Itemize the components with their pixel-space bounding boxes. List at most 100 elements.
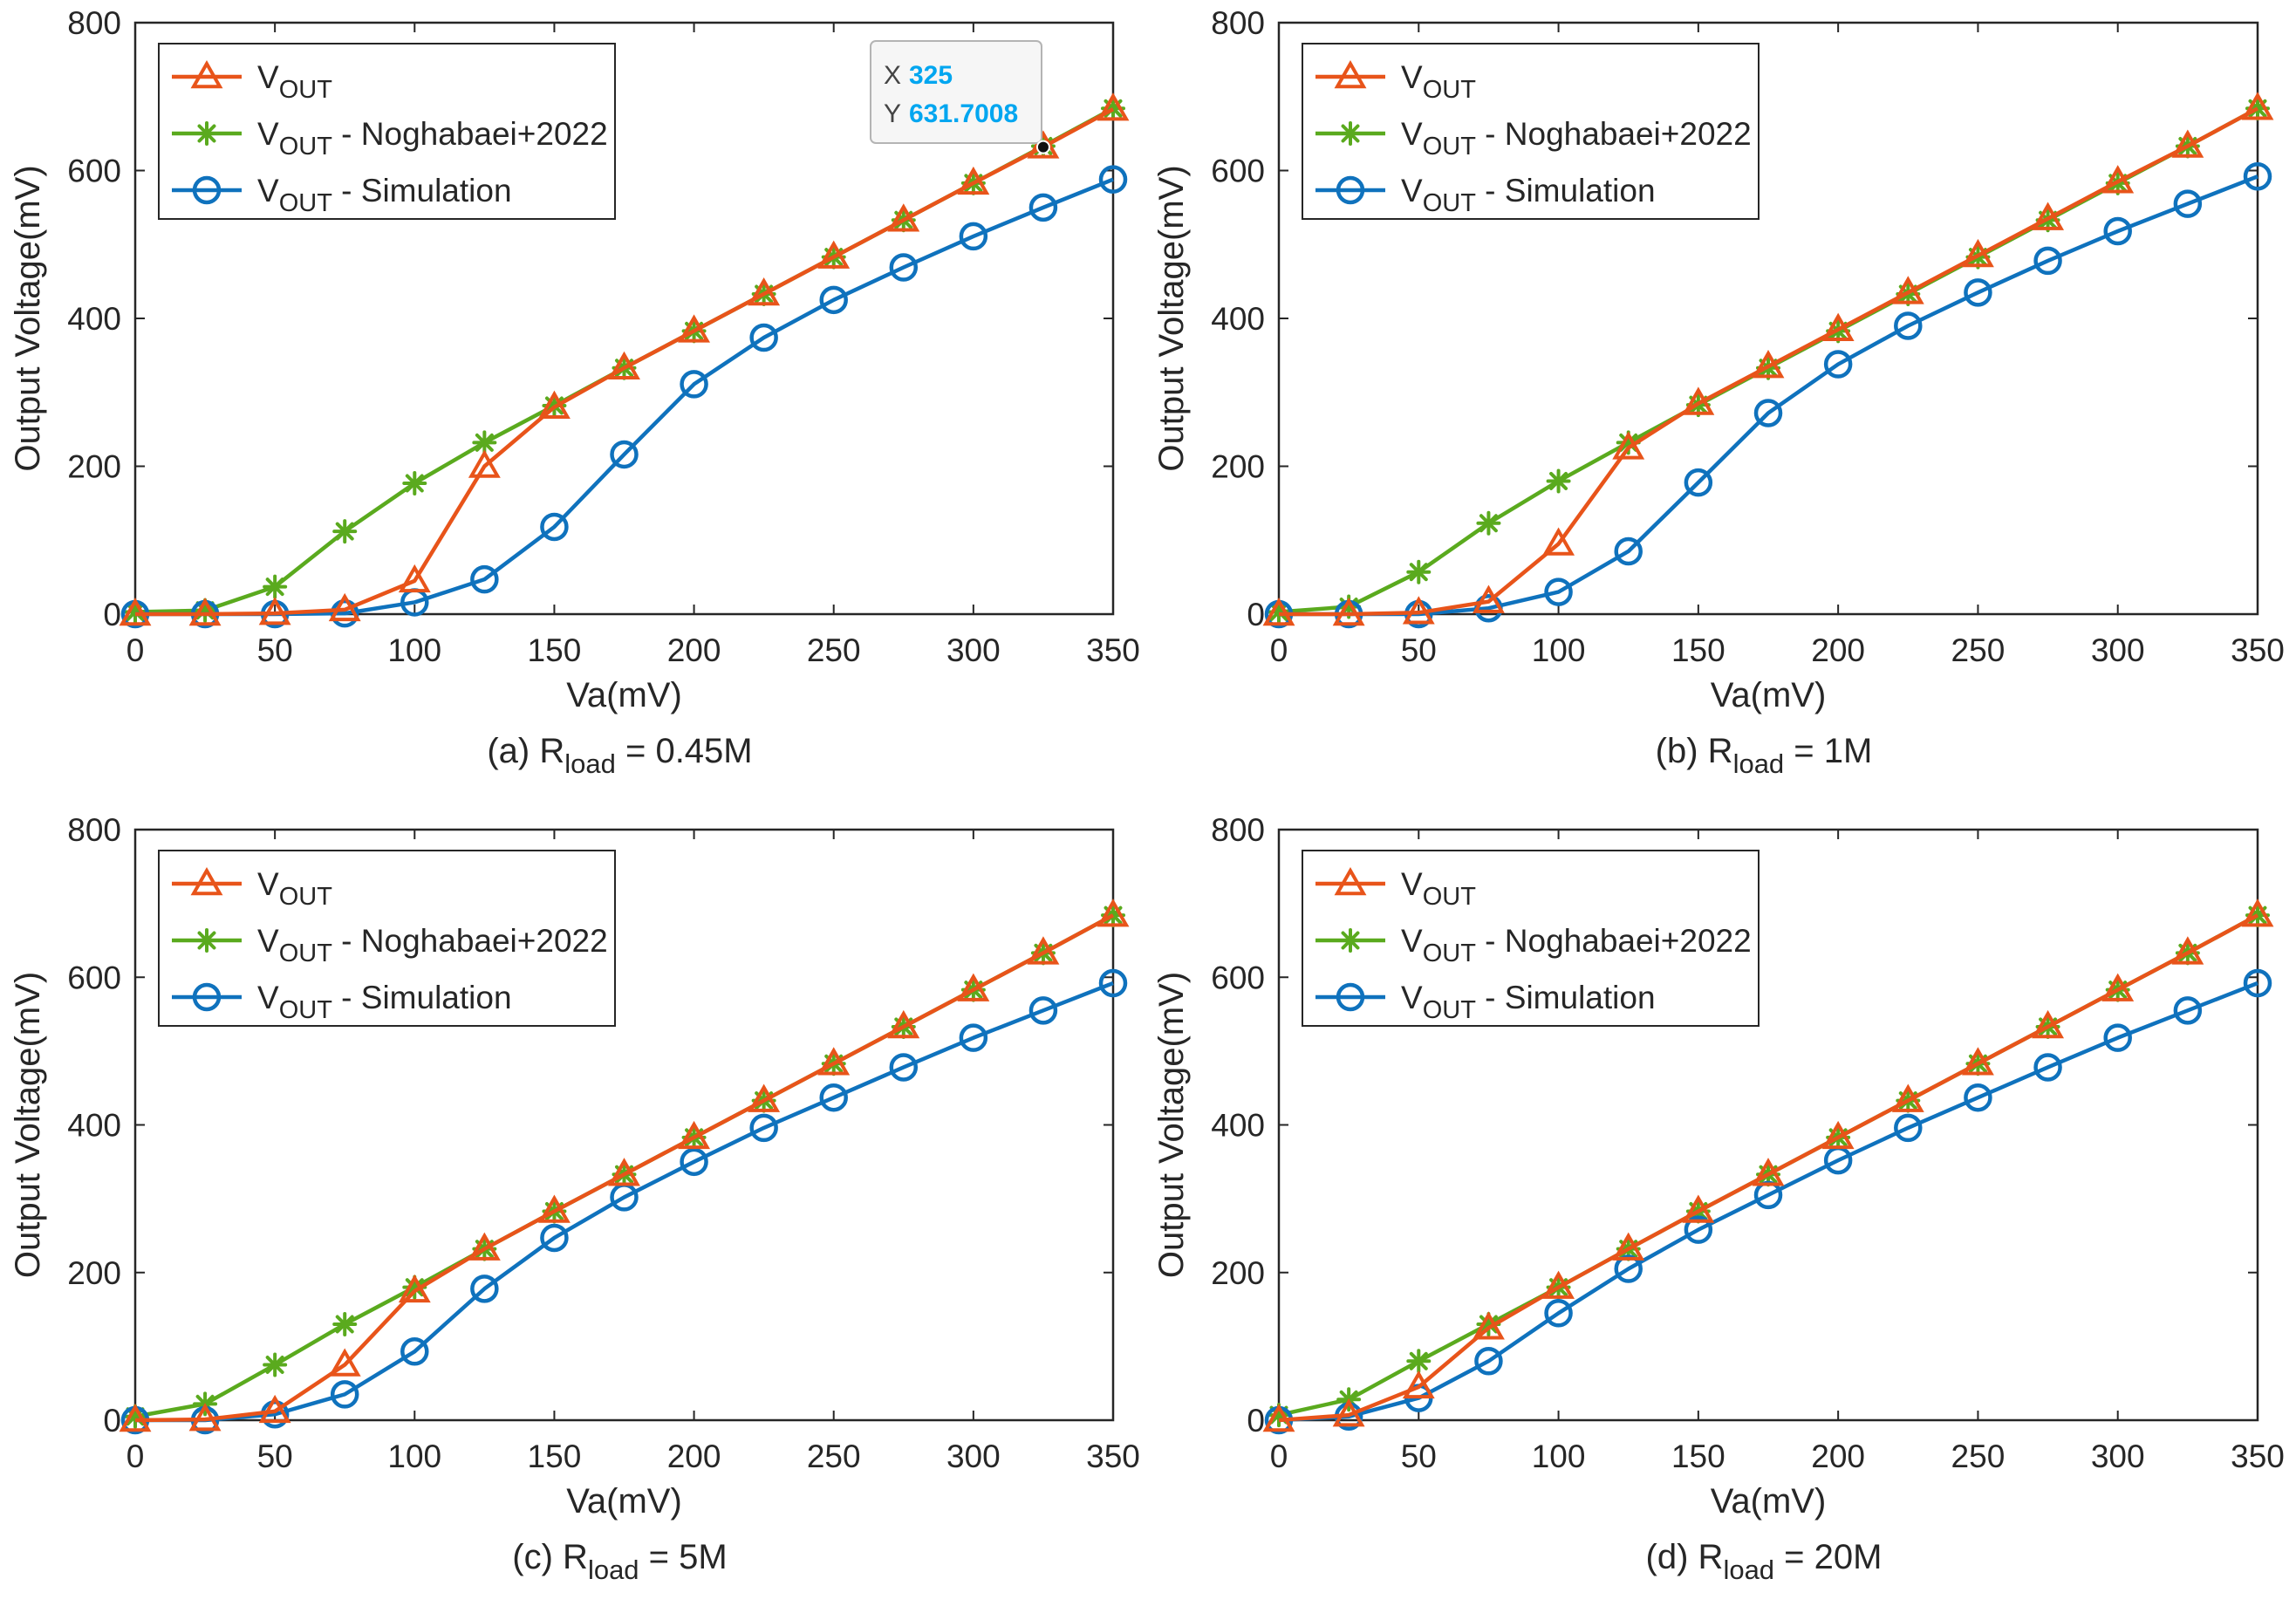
- legend-entry-vout: VOUT: [1315, 59, 1476, 104]
- legend: VOUT VOUT - Noghabaei+2022 VOUT - Simulati…: [158, 43, 616, 220]
- legend-label: VOUT - Simulation: [257, 173, 512, 217]
- series-vout-point: [1682, 386, 1715, 415]
- x-tick-label: 250: [1951, 632, 2006, 668]
- series-vout: [1262, 899, 2274, 1432]
- series-vout-point: [1752, 350, 1785, 379]
- series-simulation-point: [1098, 968, 1128, 998]
- series-noghabaei-point: [1546, 468, 1571, 494]
- series-vout-point: [328, 1348, 361, 1377]
- series-simulation-line: [1279, 174, 2258, 617]
- series-simulation-point: [749, 323, 778, 352]
- series-vout-line: [1279, 106, 2259, 617]
- series-vout-point: [2241, 899, 2274, 927]
- x-tick-label: 50: [1401, 632, 1437, 668]
- series-vout-point: [2032, 202, 2065, 230]
- x-tick-label: 0: [126, 632, 145, 668]
- x-tick-label: 200: [1811, 632, 1865, 668]
- x-tick-label: 50: [1401, 1439, 1437, 1474]
- series-simulation-point: [400, 1337, 429, 1366]
- x-tick-label: 300: [2091, 632, 2145, 668]
- series-vout-point: [678, 314, 711, 343]
- data-tip: X 325 Y 631.7008: [870, 40, 1050, 154]
- panel-caption: (b) Rload = 1M: [1656, 732, 1873, 779]
- x-axis-label: Va(mV): [566, 676, 682, 714]
- series-vout-point: [188, 1403, 222, 1432]
- legend-marker: [190, 59, 223, 89]
- series-vout-point: [1472, 584, 1505, 613]
- panel-c-chart: 0 50 100 150 200 250 300 350 0 200 400 600 800 Va(mV)…: [9, 812, 1140, 1585]
- series-simulation-point: [2033, 1053, 2062, 1082]
- series-simulation-point: [2173, 996, 2203, 1025]
- y-tick-label: 0: [103, 1403, 121, 1439]
- series-vout-point: [817, 1047, 851, 1076]
- series-simulation-point: [1028, 996, 1058, 1025]
- panel-caption: (c) Rload = 5M: [512, 1538, 727, 1585]
- series-vout-point: [748, 1083, 781, 1112]
- x-tick-label: 300: [946, 1439, 1001, 1474]
- series-vout: [119, 92, 1130, 626]
- x-tick-label: 150: [528, 1439, 582, 1474]
- y-tick-label: 200: [67, 1255, 121, 1291]
- series-noghabaei-point: [263, 574, 288, 599]
- series-vout-point: [2101, 165, 2135, 194]
- series-vout-point: [957, 973, 990, 1001]
- series-vout-point: [1027, 936, 1060, 965]
- panel-caption: (a) Rload = 0.45M: [487, 732, 752, 779]
- legend-marker: [1334, 866, 1367, 896]
- data-tip-y-value: 631.7008: [909, 99, 1018, 128]
- series-simulation-point: [610, 440, 639, 469]
- legend-label: VOUT: [257, 59, 332, 104]
- series-vout-point: [1891, 1083, 1924, 1112]
- series-vout-point: [468, 449, 501, 478]
- series-simulation-point: [819, 285, 848, 315]
- y-tick-label: 0: [1247, 1403, 1265, 1439]
- series-simulation: [1264, 162, 2272, 629]
- series-simulation-point: [1684, 1215, 1713, 1244]
- legend: VOUT VOUT - Noghabaei+2022 VOUT - Simulati…: [1302, 43, 1760, 220]
- y-tick-label: 600: [67, 960, 121, 995]
- series-vout-point: [1262, 597, 1295, 626]
- series-simulation-point: [889, 253, 919, 282]
- legend-label: VOUT: [1401, 866, 1476, 911]
- data-tip-x-label: X: [884, 61, 901, 90]
- series-vout-point: [1961, 238, 1994, 268]
- series-vout-point: [119, 1403, 152, 1432]
- series-vout-point: [188, 597, 222, 626]
- series-simulation-point: [1753, 399, 1783, 427]
- series-noghabaei-point: [402, 470, 427, 495]
- series-vout-point: [1821, 1120, 1855, 1150]
- series-vout-point: [2032, 1009, 2065, 1039]
- series-vout-point: [957, 166, 990, 195]
- series-simulation-point: [2173, 189, 2203, 218]
- legend-entry-simulation: VOUT - Simulation: [172, 173, 512, 217]
- panel-caption: (d) Rload = 20M: [1646, 1538, 1883, 1585]
- data-tip-x-value: 325: [909, 61, 953, 90]
- y-tick-label: 600: [67, 154, 121, 189]
- legend-entry-simulation: VOUT - Simulation: [172, 980, 512, 1024]
- series-vout-point: [1682, 1194, 1715, 1223]
- series-simulation-point: [959, 1023, 988, 1052]
- series-simulation-point: [1474, 1347, 1503, 1376]
- x-tick-label: 350: [1086, 632, 1140, 668]
- legend-entry-simulation: VOUT - Simulation: [1315, 980, 1656, 1024]
- series-simulation-point: [889, 1053, 919, 1082]
- series-simulation-point: [959, 222, 988, 251]
- y-tick-label: 400: [67, 1108, 121, 1144]
- legend-label: VOUT: [257, 866, 332, 911]
- x-tick-label: 200: [667, 632, 721, 668]
- legend-entry-noghabaei: VOUT - Noghabaei+2022: [172, 116, 608, 161]
- series-noghabaei-point: [263, 1352, 288, 1377]
- x-tick-label: 150: [1671, 1439, 1725, 1474]
- y-tick-label: 200: [1211, 449, 1265, 485]
- x-axis-label: Va(mV): [1711, 676, 1827, 714]
- series-vout-point: [1472, 1311, 1505, 1340]
- series-simulation-point: [330, 598, 359, 628]
- series-simulation-point: [1894, 311, 1923, 340]
- series-vout-point: [537, 1194, 571, 1223]
- legend-marker: [195, 121, 219, 146]
- series-vout: [119, 899, 1130, 1432]
- y-tick-label: 400: [1211, 301, 1265, 337]
- series-vout-point: [887, 203, 920, 232]
- series-simulation-point: [1614, 536, 1643, 566]
- series-simulation-point: [1964, 1083, 1992, 1112]
